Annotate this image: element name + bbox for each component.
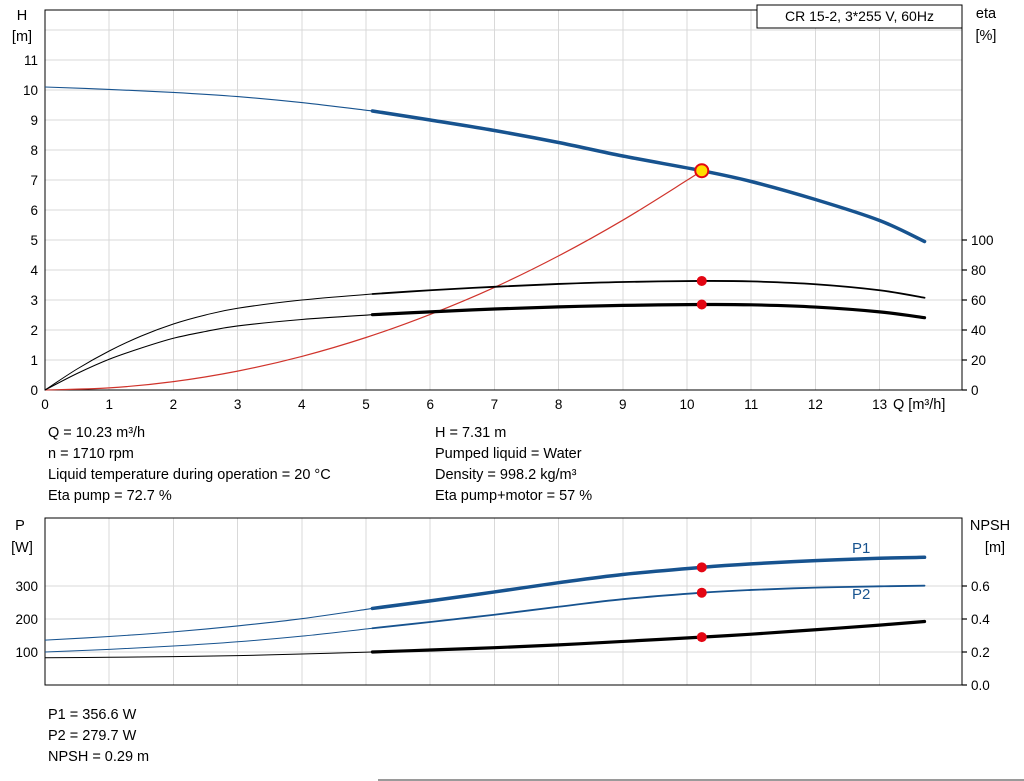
left-axis-title: H	[17, 8, 27, 24]
left-tick-label: 2	[30, 323, 38, 338]
plot-frame	[44, 517, 963, 686]
p1-curve	[370, 555, 927, 611]
info-line-temperature: Liquid temperature during operation = 20…	[48, 467, 331, 483]
left-axis-unit: [m]	[12, 29, 32, 45]
pump-curve-thin	[44, 86, 373, 112]
x-tick-label: 11	[744, 397, 758, 412]
npsh-curve	[370, 619, 927, 654]
right-tick-label: 20	[971, 353, 986, 368]
system-curve	[44, 170, 703, 391]
right-tick-label: 0.0	[971, 678, 990, 693]
left-tick-label: 11	[24, 53, 38, 68]
p2-label: P2	[852, 586, 870, 603]
eta-pump-curve-thin	[44, 293, 373, 391]
plot-frame	[44, 9, 963, 391]
info-line-h: H = 7.31 m	[435, 425, 507, 441]
right-tick-label: 0.4	[971, 612, 990, 627]
p1-curve-thin	[44, 607, 373, 641]
x-tick-label: 6	[426, 397, 434, 412]
left-tick-label: 1	[30, 353, 38, 368]
eta-pump-curve	[371, 280, 926, 299]
operating-point	[694, 163, 710, 179]
right-axis-unit: [m]	[985, 540, 1005, 556]
left-tick-label: 3	[30, 293, 38, 308]
x-tick-label: 4	[298, 397, 306, 412]
left-tick-label: 0	[30, 383, 38, 398]
left-tick-label: 5	[30, 233, 38, 248]
gridlines	[45, 518, 962, 685]
info-line-npsh: NPSH = 0.29 m	[48, 749, 150, 765]
markers	[696, 562, 707, 643]
title-box	[756, 4, 963, 29]
right-tick-label: 0.2	[971, 645, 990, 660]
right-axis-title: eta	[976, 6, 997, 22]
left-tick-label: 6	[30, 203, 38, 218]
left-tick-label: 7	[30, 173, 38, 188]
right-tick-label: 60	[971, 293, 986, 308]
x-tick-label: 9	[619, 397, 627, 412]
left-tick-label: 10	[23, 83, 38, 98]
eta-pump-motor-duty-point	[696, 299, 707, 310]
x-axis-title: Q [m³/h]	[893, 397, 945, 413]
x-tick-label: 1	[105, 397, 113, 412]
x-tick-label: 5	[362, 397, 370, 412]
x-tick-label: 0	[41, 397, 49, 412]
info-line-n: n = 1710 rpm	[48, 446, 134, 462]
info-line-q: Q = 10.23 m³/h	[48, 425, 146, 441]
info-line-p2: P2 = 279.7 W	[48, 728, 137, 744]
series	[44, 86, 927, 391]
right-tick-label: 100	[971, 233, 994, 248]
power-npsh-chart: 100 200 300 0.0 0.2 0.4 0.6 P [W] NPSH [m] P1 P2	[11, 517, 1010, 693]
gridlines	[45, 10, 962, 390]
x-tick-label: 2	[170, 397, 178, 412]
info-line-liquid: Pumped liquid = Water	[435, 446, 582, 462]
x-tick-label: 13	[872, 397, 887, 412]
p2-duty-point	[696, 587, 707, 598]
left-axis-unit: [W]	[11, 540, 33, 556]
right-tick-label: 80	[971, 263, 986, 278]
left-tick-label: 4	[30, 263, 38, 278]
right-axis-title: NPSH	[970, 518, 1010, 534]
operating-data-right: H = 7.31 m Pumped liquid = Water Density…	[435, 423, 592, 507]
left-axis-title: P	[15, 518, 25, 534]
x-tick-label: 12	[808, 397, 823, 412]
x-tick-label: 3	[234, 397, 242, 412]
markers	[694, 163, 710, 310]
p1-duty-point	[696, 562, 707, 573]
info-line-density: Density = 998.2 kg/m³	[435, 467, 577, 483]
x-tick-label: 7	[491, 397, 499, 412]
left-tick-label: 200	[15, 612, 38, 627]
pump-curve	[370, 109, 927, 244]
info-line-p1: P1 = 356.6 W	[48, 707, 137, 723]
info-line-eta-pump: Eta pump = 72.7 %	[48, 488, 172, 504]
npsh-curve-thin	[44, 651, 373, 659]
right-tick-label: 0	[971, 383, 979, 398]
chart-title: CR 15-2, 3*255 V, 60Hz	[785, 8, 934, 24]
p2-curve-thin	[44, 627, 373, 653]
operating-data-bottom: P1 = 356.6 W P2 = 279.7 W NPSH = 0.29 m	[48, 705, 149, 768]
npsh-duty-point	[696, 632, 707, 643]
p1-label: P1	[852, 540, 870, 557]
x-tick-label: 8	[555, 397, 563, 412]
left-tick-label: 300	[15, 579, 38, 594]
series	[44, 555, 927, 659]
right-axis-unit: [%]	[976, 28, 997, 44]
window-edge-line	[378, 779, 1024, 781]
left-tick-label: 9	[30, 113, 38, 128]
left-tick-label: 100	[15, 645, 38, 660]
x-tick-label: 10	[679, 397, 694, 412]
left-tick-label: 8	[30, 143, 38, 158]
right-tick-label: 0.6	[971, 579, 990, 594]
eta-pump-duty-point	[696, 275, 707, 286]
p2-curve	[371, 584, 926, 630]
right-tick-label: 40	[971, 323, 986, 338]
info-line-eta-pump-motor: Eta pump+motor = 57 %	[435, 488, 593, 504]
operating-data-left: Q = 10.23 m³/h n = 1710 rpm Liquid tempe…	[48, 423, 331, 507]
eta-pump-motor-curve-thin	[44, 314, 373, 391]
eta-pump-motor-curve	[370, 302, 927, 320]
